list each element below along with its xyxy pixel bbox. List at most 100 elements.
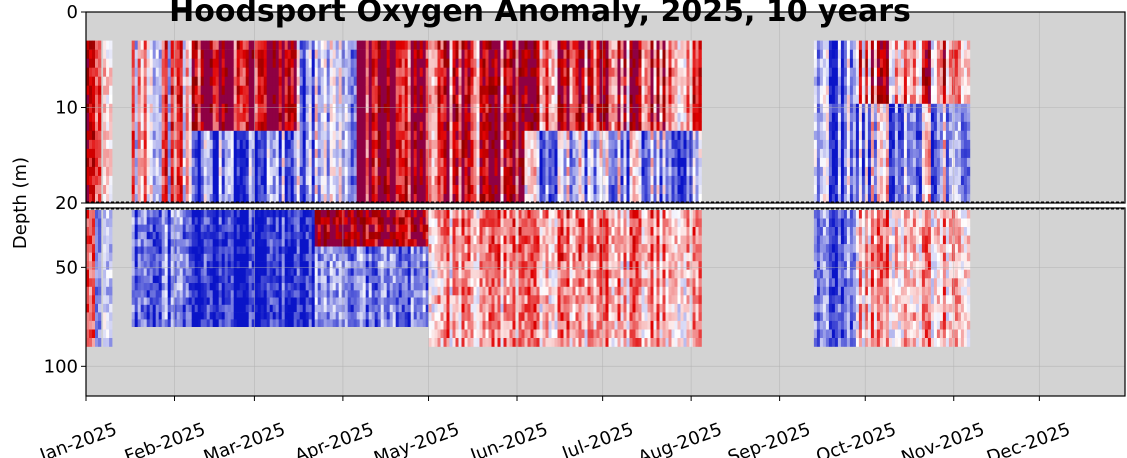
heatmap-cell [473, 194, 477, 204]
heatmap-cell [152, 283, 156, 291]
heatmap-cell [197, 112, 201, 123]
heatmap-cell [290, 231, 294, 240]
heatmap-cell [293, 246, 297, 255]
heatmap-cell [464, 58, 468, 68]
heatmap-cell [260, 40, 264, 50]
heatmap-cell [311, 40, 315, 50]
heatmap-cell [470, 269, 474, 279]
heatmap-cell [212, 121, 216, 132]
heatmap-cell [485, 269, 489, 279]
heatmap-cell [278, 290, 282, 298]
heatmap-cell [311, 85, 315, 95]
heatmap-cell [224, 175, 228, 186]
heatmap-cell [536, 40, 540, 50]
heatmap-cell [521, 112, 525, 123]
heatmap-cell [233, 94, 237, 105]
heatmap-cell [419, 261, 423, 269]
heatmap-cell [281, 194, 285, 204]
heatmap-cell [395, 231, 399, 240]
heatmap-cell [410, 275, 414, 284]
heatmap-cell [161, 231, 165, 240]
heatmap-cell [437, 121, 441, 132]
heatmap-cell [89, 210, 93, 219]
heatmap-cell [215, 290, 219, 298]
heatmap-cell [485, 194, 489, 204]
heatmap-cell [491, 76, 495, 86]
heatmap-cell [164, 67, 168, 77]
heatmap-cell [275, 224, 279, 233]
heatmap-cell [335, 283, 339, 291]
heatmap-cell [161, 40, 165, 50]
heatmap-cell [524, 148, 528, 159]
heatmap-cell [260, 76, 264, 86]
heatmap-cell [173, 210, 177, 218]
heatmap-cell [311, 231, 315, 240]
heatmap-cell [488, 252, 492, 262]
heatmap-cell [326, 319, 330, 327]
heatmap-cell [191, 67, 195, 77]
heatmap-cell [467, 67, 471, 77]
heatmap-cell [311, 58, 315, 68]
heatmap-cell [149, 157, 153, 168]
heatmap-cell [524, 244, 528, 253]
heatmap-cell [188, 312, 192, 320]
heatmap-cell [137, 185, 141, 195]
heatmap-cell [257, 304, 261, 313]
heatmap-cell [356, 76, 360, 86]
heatmap-cell [482, 235, 486, 245]
heatmap-cell [503, 49, 507, 59]
heatmap-cell [212, 231, 216, 240]
heatmap-cell [485, 175, 489, 186]
heatmap-cell [413, 40, 417, 50]
heatmap-cell [230, 239, 234, 247]
heatmap-cell [179, 40, 183, 50]
heatmap-cell [185, 112, 189, 123]
heatmap-cell [332, 304, 336, 313]
heatmap-cell [320, 139, 324, 150]
heatmap-cell [209, 94, 213, 105]
heatmap-cell [284, 253, 288, 262]
heatmap-cell [530, 252, 534, 262]
heatmap-cell [266, 76, 270, 86]
heatmap-cell [482, 194, 486, 204]
heatmap-cell [524, 218, 528, 228]
heatmap-cell [521, 103, 525, 114]
heatmap-cell [359, 130, 363, 141]
heatmap-cell [164, 261, 168, 269]
heatmap-cell [443, 121, 447, 132]
heatmap-cell [308, 261, 312, 269]
heatmap-cell [482, 312, 486, 322]
heatmap-cell [422, 319, 426, 327]
heatmap-cell [152, 130, 156, 141]
heatmap-cell [317, 49, 321, 59]
heatmap-cell [509, 112, 513, 123]
heatmap-cell [449, 67, 453, 77]
heatmap-cell [338, 85, 342, 95]
heatmap-cell [197, 148, 201, 159]
heatmap-cell [482, 121, 486, 132]
heatmap-cell [218, 283, 222, 291]
heatmap-cell [449, 210, 453, 219]
heatmap-cell [419, 85, 423, 95]
heatmap-cell [431, 185, 435, 195]
heatmap-cell [491, 329, 495, 339]
heatmap-cell [350, 194, 354, 204]
heatmap-cell [263, 312, 267, 320]
heatmap-cell [92, 261, 96, 270]
heatmap-cell [320, 85, 324, 95]
heatmap-cell [146, 246, 150, 255]
heatmap-cell [443, 67, 447, 77]
heatmap-cell [311, 185, 315, 195]
heatmap-cell [389, 253, 393, 262]
heatmap-cell [377, 121, 381, 132]
heatmap-cell [449, 76, 453, 86]
heatmap-cell [158, 185, 162, 195]
heatmap-cell [380, 253, 384, 262]
heatmap-cell [203, 224, 207, 233]
heatmap-cell [407, 194, 411, 204]
heatmap-cell [530, 175, 534, 186]
heatmap-cell [293, 304, 297, 313]
heatmap-cell [215, 224, 219, 233]
heatmap-cell [353, 121, 357, 132]
heatmap-cell [473, 244, 477, 253]
